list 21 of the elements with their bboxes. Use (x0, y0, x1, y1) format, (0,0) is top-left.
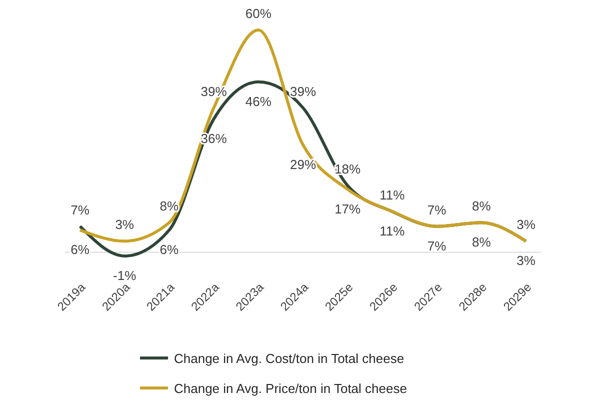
data-label: 3% (115, 217, 134, 232)
data-label: 6% (70, 242, 90, 258)
data-label: 39% (290, 84, 316, 99)
data-label: 8% (160, 198, 180, 214)
data-label: 7% (427, 238, 447, 254)
data-label: -1% (113, 268, 137, 283)
data-label: 7% (427, 202, 447, 218)
data-label: 3% (516, 217, 536, 232)
data-label: 8% (472, 234, 492, 250)
data-label: 8% (472, 198, 492, 214)
data-label: 3% (516, 253, 536, 268)
data-label: 7% (70, 202, 90, 218)
data-label: 46% (245, 94, 272, 109)
legend-label: Change in Avg. Cost/ton in Total cheese (174, 351, 404, 366)
legend-label: Change in Avg. Price/ton in Total cheese (174, 381, 407, 396)
data-label: 17% (334, 201, 362, 216)
data-label: 60% (245, 6, 272, 21)
data-label: 11% (380, 188, 406, 203)
data-label: 11% (380, 224, 406, 239)
data-label: 6% (160, 242, 180, 258)
data-label: 29% (290, 156, 316, 172)
